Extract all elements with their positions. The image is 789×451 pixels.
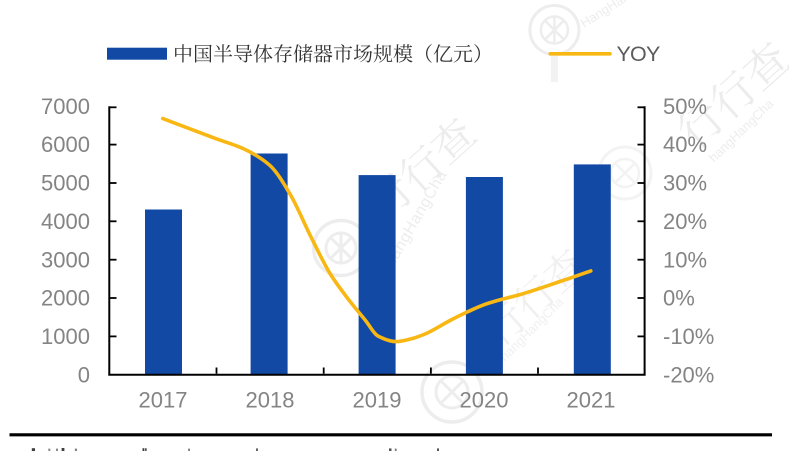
svg-text:30%: 30% [663,171,707,196]
svg-text:2017: 2017 [139,388,188,413]
svg-text:10%: 10% [663,247,707,272]
svg-text:3000: 3000 [41,247,90,272]
svg-text:20%: 20% [663,209,707,234]
svg-text:1000: 1000 [41,324,90,349]
svg-text:YOY: YOY [617,42,660,66]
svg-text:2018: 2018 [246,388,295,413]
svg-text:2019: 2019 [353,388,402,413]
svg-text:-10%: -10% [663,324,714,349]
svg-text:2000: 2000 [41,286,90,311]
svg-text:7000: 7000 [41,94,90,119]
svg-text:50%: 50% [663,94,707,119]
svg-text:6000: 6000 [41,132,90,157]
svg-text:0: 0 [78,362,90,387]
svg-text:4000: 4000 [41,209,90,234]
svg-text:5000: 5000 [41,171,90,196]
svg-text:2021: 2021 [567,388,616,413]
svg-text:-20%: -20% [663,362,714,387]
svg-text:2020: 2020 [460,388,509,413]
svg-text:40%: 40% [663,132,707,157]
svg-text:0%: 0% [663,286,695,311]
